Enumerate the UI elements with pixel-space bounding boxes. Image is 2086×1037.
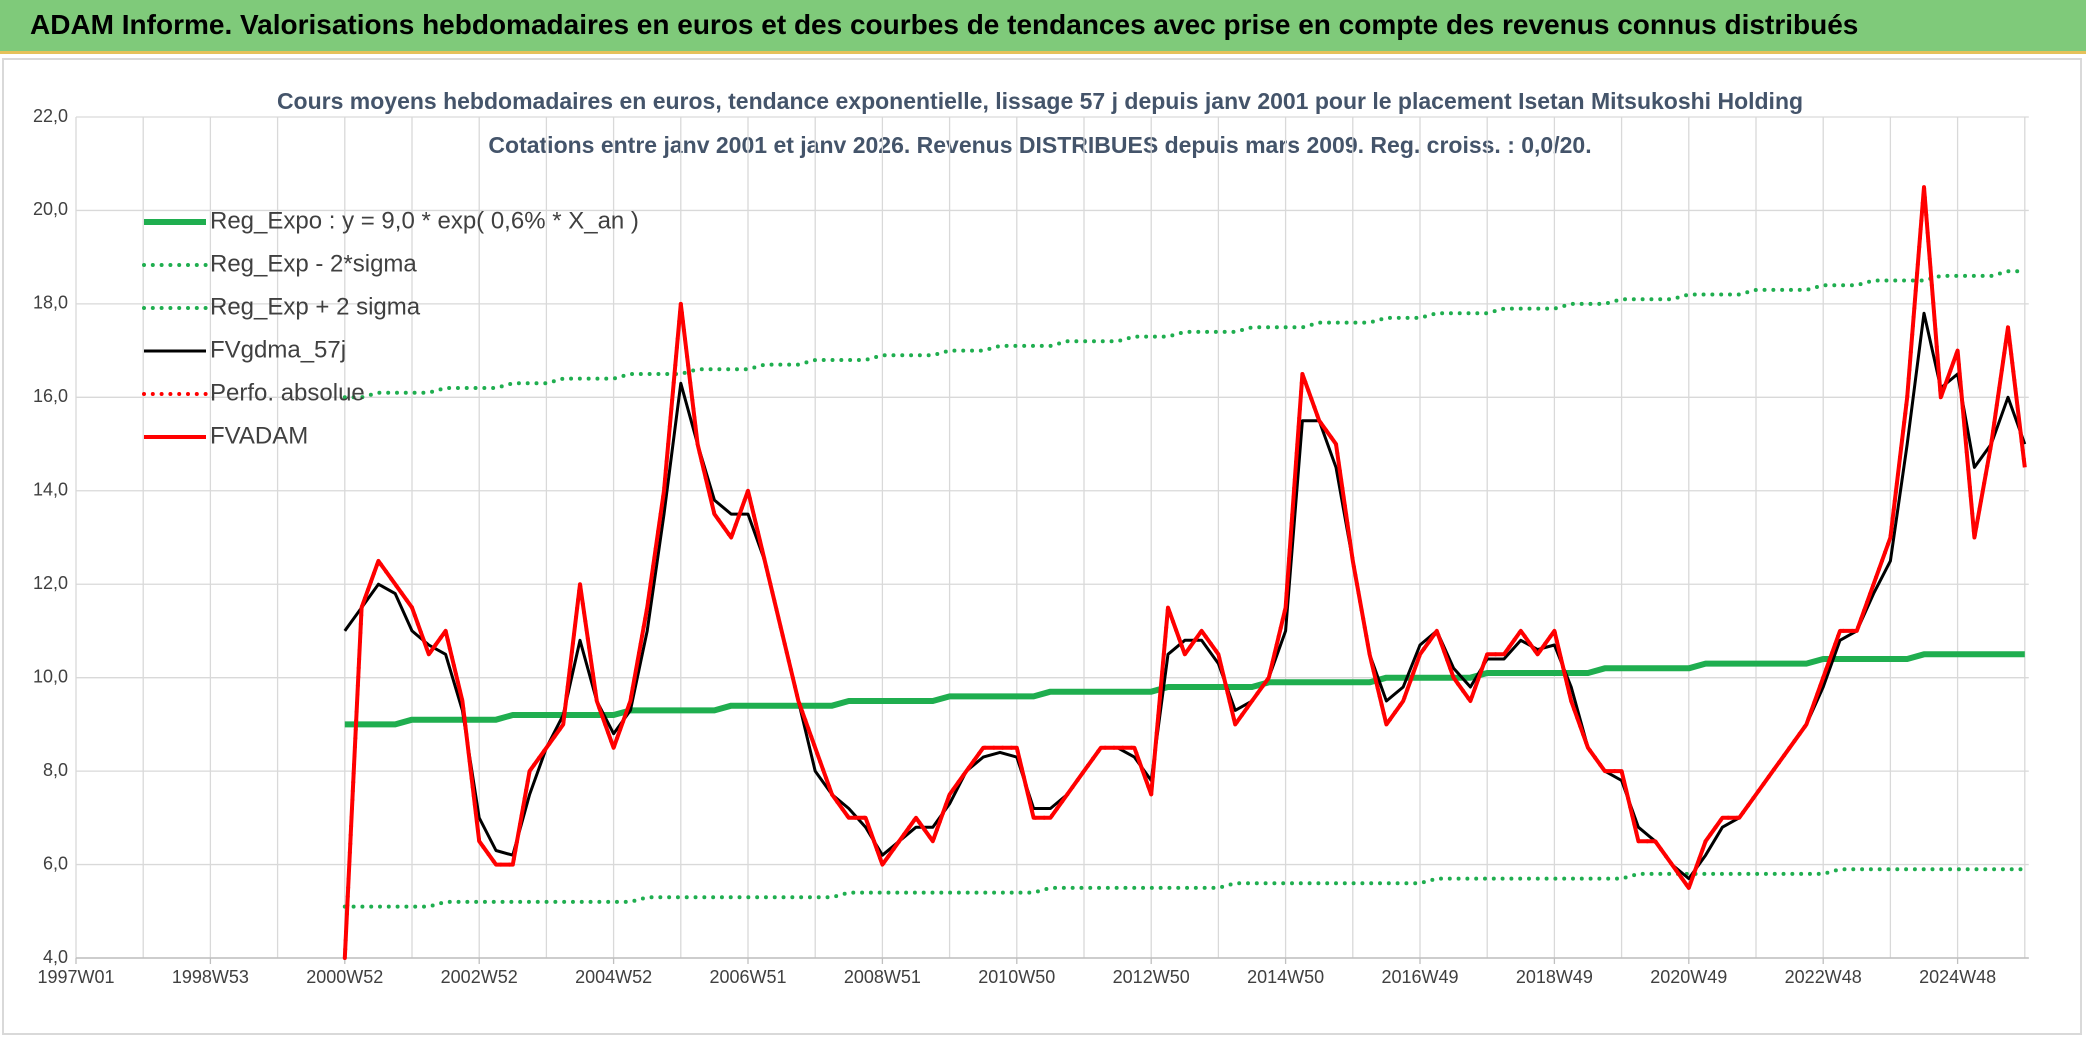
y-tick-label: 10,0 xyxy=(33,666,68,686)
y-tick-label: 8,0 xyxy=(43,760,68,780)
y-tick-label: 14,0 xyxy=(33,480,68,500)
x-tick-label: 1998W53 xyxy=(172,967,249,987)
y-tick-label: 6,0 xyxy=(43,853,68,873)
y-tick-label: 4,0 xyxy=(43,947,68,967)
chart-subtitle: Cotations entre janv 2001 et janv 2026. … xyxy=(488,132,1591,158)
x-tick-label: 2022W48 xyxy=(1785,967,1862,987)
x-tick-label: 2014W50 xyxy=(1247,967,1324,987)
x-tick-label: 1997W01 xyxy=(37,967,114,987)
legend-label: Reg_Exp - 2*sigma xyxy=(210,250,417,277)
chart-frame xyxy=(2,58,2082,1035)
y-tick-label: 16,0 xyxy=(33,386,68,406)
x-tick-label: 2016W49 xyxy=(1381,967,1458,987)
x-tick-label: 2010W50 xyxy=(978,967,1055,987)
y-tick-label: 18,0 xyxy=(33,293,68,313)
chart-title: Cours moyens hebdomadaires en euros, ten… xyxy=(277,88,1803,114)
legend-label: FVADAM xyxy=(210,422,308,449)
legend-label: FVgdma_57j xyxy=(210,336,346,363)
chart: Cours moyens hebdomadaires en euros, ten… xyxy=(2,58,2082,1035)
legend-label: Reg_Expo : y = 9,0 * exp( 0,6% * X_an ) xyxy=(210,207,639,234)
y-tick-label: 20,0 xyxy=(33,199,68,219)
x-tick-label: 2002W52 xyxy=(441,967,518,987)
x-tick-label: 2012W50 xyxy=(1113,967,1190,987)
legend-label: Reg_Exp + 2 sigma xyxy=(210,293,421,320)
series-line xyxy=(342,269,2027,400)
x-tick-label: 2000W52 xyxy=(306,967,383,987)
x-tick-label: 2008W51 xyxy=(844,967,921,987)
series-line xyxy=(342,867,2027,909)
y-tick-label: 22,0 xyxy=(33,106,68,126)
x-tick-label: 2018W49 xyxy=(1516,967,1593,987)
x-tick-label: 2006W51 xyxy=(709,967,786,987)
x-tick-label: 2004W52 xyxy=(575,967,652,987)
y-tick-label: 12,0 xyxy=(33,573,68,593)
x-tick-label: 2024W48 xyxy=(1919,967,1996,987)
x-tick-label: 2020W49 xyxy=(1650,967,1727,987)
legend-label: Perfo. absolue xyxy=(210,379,365,406)
header: ADAM Informe. Valorisations hebdomadaire… xyxy=(0,0,2086,54)
series-line xyxy=(342,185,2027,959)
header-title: ADAM Informe. Valorisations hebdomadaire… xyxy=(30,9,1859,40)
